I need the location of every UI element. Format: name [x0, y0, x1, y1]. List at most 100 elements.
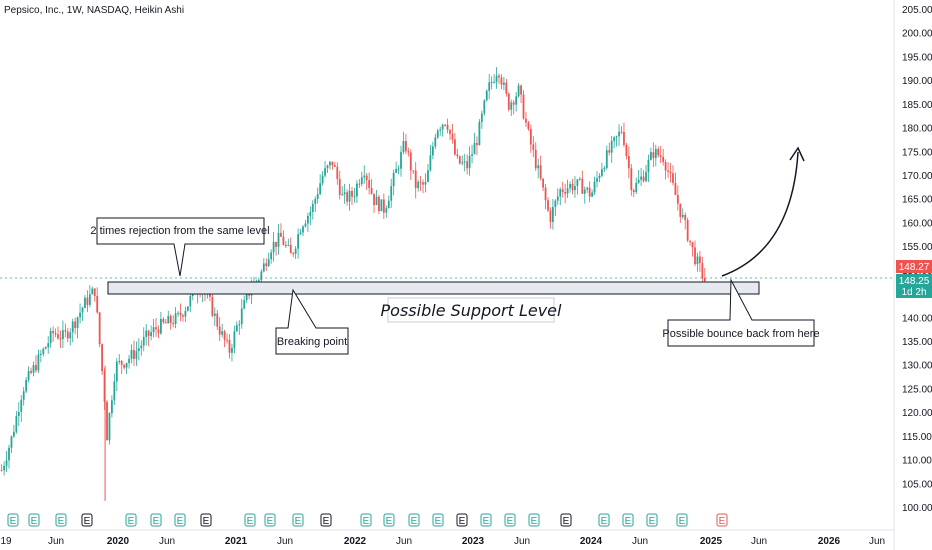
candle-body	[54, 333, 57, 335]
candle	[510, 99, 513, 116]
earnings-marker-9[interactable]: E	[264, 513, 276, 527]
earnings-marker-22[interactable]: E	[622, 513, 634, 527]
earnings-marker-12[interactable]: E	[360, 513, 372, 527]
candle-body	[471, 154, 473, 156]
breaking-callout[interactable]	[275, 288, 349, 355]
candle-body	[133, 349, 135, 359]
candle	[111, 395, 113, 418]
earnings-marker-23[interactable]: E	[646, 513, 658, 527]
rejection-callout[interactable]	[96, 217, 265, 277]
candle-body	[446, 124, 449, 130]
earnings-marker-8[interactable]: E	[244, 513, 256, 527]
earnings-marker-17[interactable]: E	[480, 513, 492, 527]
earnings-marker-7[interactable]: E	[200, 513, 212, 527]
candle-body	[302, 226, 304, 233]
earnings-marker-3[interactable]: E	[81, 513, 93, 527]
candle	[615, 135, 618, 147]
earnings-marker-text: E	[386, 516, 393, 527]
candle-body	[49, 331, 52, 344]
earnings-marker-10[interactable]: E	[292, 513, 304, 527]
candle	[539, 155, 542, 181]
candle	[360, 171, 363, 187]
candle	[522, 90, 525, 120]
candle	[182, 313, 184, 322]
candle-body	[111, 400, 113, 414]
candle-body	[571, 183, 574, 191]
price-tick-0: 100.00	[902, 503, 932, 514]
candle-body	[385, 208, 388, 213]
projection-arrow[interactable]	[721, 151, 799, 277]
candle	[564, 183, 567, 204]
candle-body	[155, 327, 157, 330]
earnings-marker-4[interactable]: E	[125, 513, 137, 527]
candle-body	[387, 200, 390, 209]
support-zone[interactable]	[107, 281, 760, 295]
candle	[598, 173, 601, 183]
earnings-marker-15[interactable]: E	[432, 513, 444, 527]
candle-body	[316, 194, 319, 199]
candle	[98, 311, 101, 348]
earnings-marker-text: E	[459, 516, 466, 527]
candle	[321, 171, 324, 186]
candle-body	[461, 162, 464, 164]
candle	[10, 435, 13, 453]
earnings-marker-14[interactable]: E	[408, 513, 420, 527]
price-tick-17: 185.00	[902, 100, 932, 111]
candle	[120, 360, 123, 375]
time-label-4: 2021	[225, 536, 248, 547]
candle	[424, 173, 427, 193]
candle-body	[640, 176, 643, 180]
price-tick-15: 175.00	[902, 147, 932, 158]
earnings-marker-11[interactable]: E	[320, 513, 332, 527]
candle-body	[434, 137, 437, 147]
candle	[71, 318, 74, 343]
candle	[461, 155, 464, 166]
earnings-marker-text: E	[679, 516, 686, 527]
earnings-marker-24[interactable]: E	[676, 513, 688, 527]
candle	[422, 179, 424, 194]
candle-body	[17, 412, 20, 417]
candle-body	[674, 182, 677, 196]
candle	[608, 142, 611, 156]
candle-body	[613, 137, 616, 141]
earnings-marker-19[interactable]: E	[528, 513, 540, 527]
candle-body	[356, 183, 358, 197]
candle-body	[596, 178, 598, 182]
earnings-marker-text: E	[323, 516, 330, 527]
candle	[632, 188, 635, 198]
candle-body	[179, 312, 182, 316]
candle-body	[96, 296, 99, 313]
earnings-marker-0[interactable]: E	[7, 513, 19, 527]
earnings-marker-text: E	[295, 516, 302, 527]
earnings-marker-box	[480, 513, 492, 527]
candle-body	[235, 325, 238, 332]
earnings-marker-1[interactable]: E	[28, 513, 40, 527]
candle	[307, 212, 309, 233]
candle	[549, 207, 552, 229]
earnings-marker-5[interactable]: E	[150, 513, 162, 527]
earnings-marker-6[interactable]: E	[174, 513, 186, 527]
candle	[657, 146, 660, 158]
candle	[627, 146, 630, 179]
earnings-marker-13[interactable]: E	[383, 513, 395, 527]
earnings-marker-20[interactable]: E	[560, 513, 572, 527]
earnings-marker-2[interactable]: E	[55, 513, 67, 527]
candle	[434, 133, 437, 149]
earnings-marker-box	[456, 513, 468, 527]
candle-body	[456, 154, 459, 157]
bounce-callout[interactable]	[667, 278, 815, 347]
earnings-marker-25[interactable]: E	[716, 513, 728, 527]
candle-body	[395, 168, 398, 173]
candle-body	[490, 82, 493, 84]
earnings-marker-18[interactable]: E	[504, 513, 516, 527]
earnings-marker-21[interactable]: E	[598, 513, 610, 527]
candle-body	[284, 244, 287, 246]
candle-body	[30, 371, 32, 373]
candle	[5, 451, 8, 472]
candle-body	[321, 175, 324, 184]
candle	[22, 386, 25, 406]
price-tick-13: 165.00	[902, 195, 932, 206]
earnings-marker-16[interactable]: E	[456, 513, 468, 527]
candle	[571, 178, 574, 195]
